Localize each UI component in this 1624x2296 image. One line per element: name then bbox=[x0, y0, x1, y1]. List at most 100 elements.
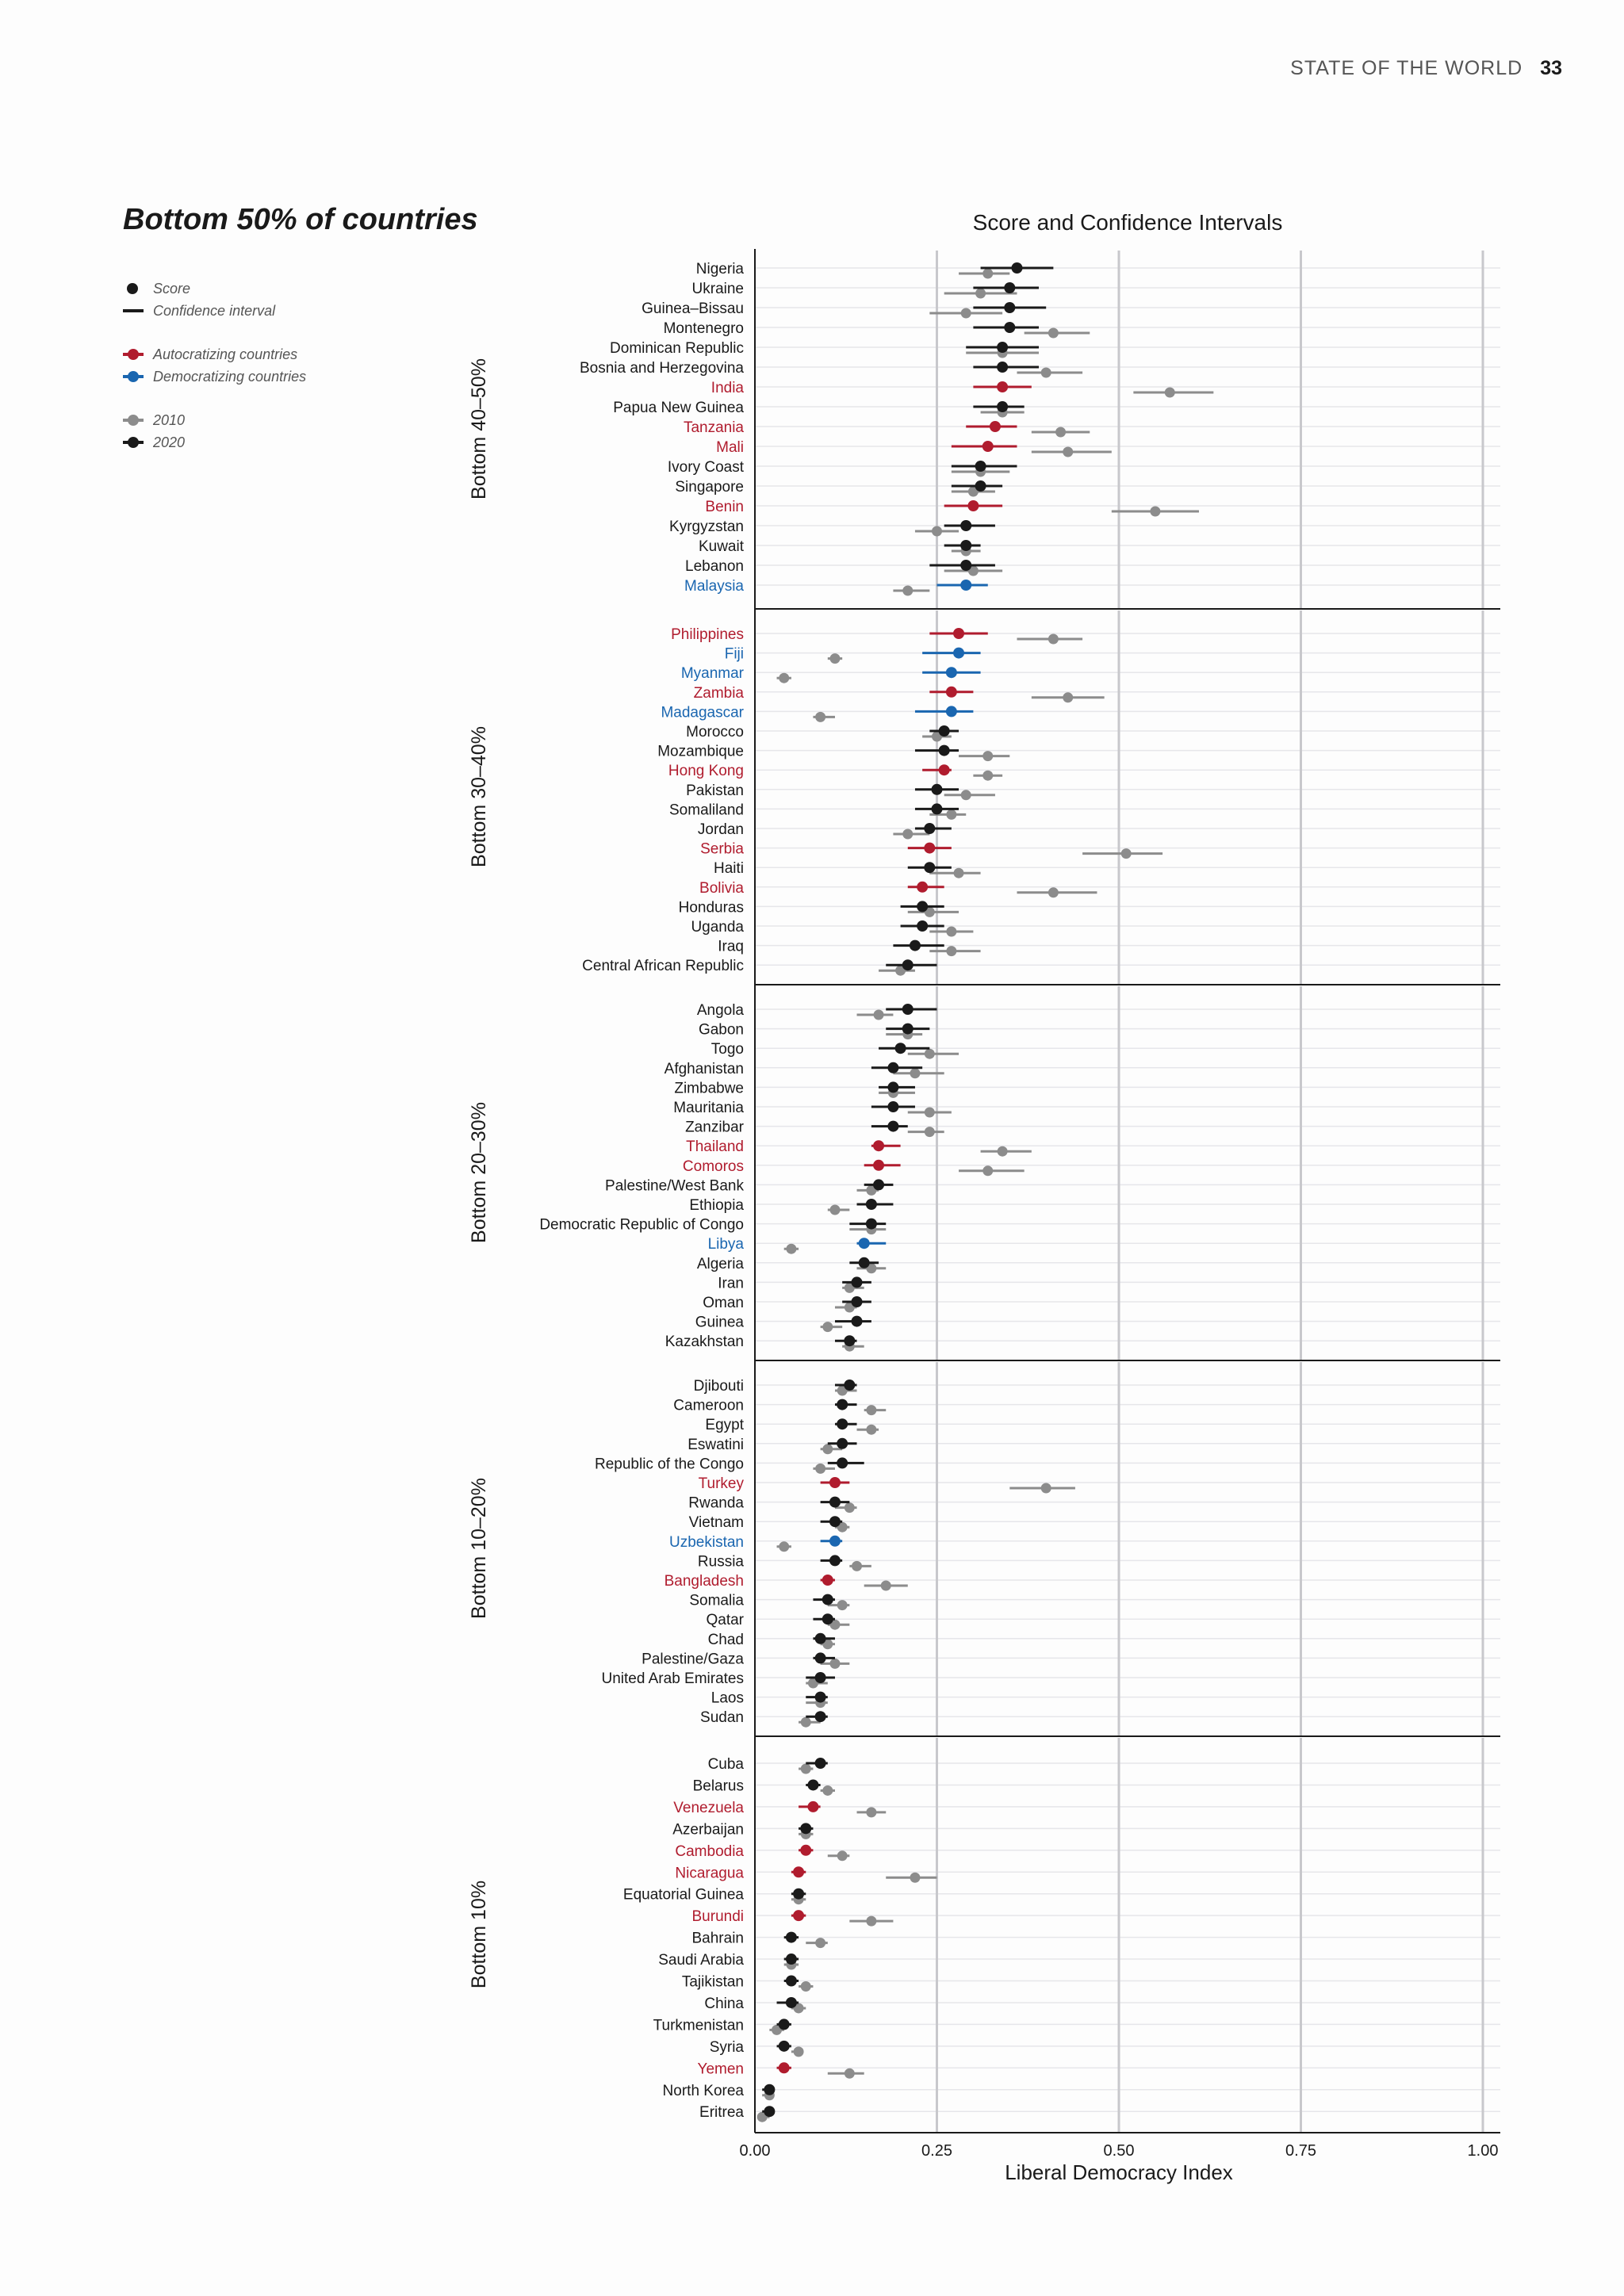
country-label: Turkmenistan bbox=[653, 2017, 744, 2034]
point-2010 bbox=[815, 711, 826, 722]
country-label: Azerbaijan bbox=[672, 1821, 744, 1838]
point-2010 bbox=[822, 1444, 833, 1455]
country-label: United Arab Emirates bbox=[601, 1670, 744, 1687]
point-2010 bbox=[1055, 427, 1067, 438]
country-label: Mauritania bbox=[673, 1100, 744, 1116]
country-label: Oman bbox=[703, 1295, 744, 1311]
point-2010 bbox=[1048, 327, 1059, 339]
point-2020 bbox=[902, 1004, 914, 1015]
country-label: Uganda bbox=[691, 919, 744, 936]
country-label: Syria bbox=[710, 2039, 745, 2056]
point-2010 bbox=[844, 1282, 855, 1293]
country-label: Yemen bbox=[698, 2061, 744, 2077]
point-2020 bbox=[938, 725, 950, 737]
point-2020 bbox=[873, 1159, 885, 1171]
point-2010 bbox=[932, 526, 942, 537]
country-label: Angola bbox=[697, 1002, 745, 1019]
point-2020 bbox=[814, 1691, 826, 1703]
country-label: Gabon bbox=[699, 1022, 744, 1039]
point-2010 bbox=[924, 906, 935, 917]
country-label: Uzbekistan bbox=[669, 1534, 744, 1551]
point-2010 bbox=[866, 1424, 877, 1435]
country-label: Turkey bbox=[699, 1475, 745, 1492]
point-2020 bbox=[1004, 282, 1016, 293]
legend-label-score: Score bbox=[153, 281, 191, 297]
point-2020 bbox=[938, 764, 950, 776]
point-2020 bbox=[829, 1555, 841, 1567]
point-2010 bbox=[1040, 367, 1051, 378]
point-2020 bbox=[997, 381, 1009, 392]
country-label: Rwanda bbox=[688, 1495, 744, 1512]
country-label: Laos bbox=[711, 1690, 744, 1707]
autocratizing-marker-icon bbox=[123, 349, 144, 360]
point-2010 bbox=[982, 751, 994, 762]
country-label: Democratic Republic of Congo bbox=[539, 1217, 744, 1234]
point-2020 bbox=[778, 2062, 790, 2074]
point-2020 bbox=[829, 1516, 841, 1528]
country-label: North Korea bbox=[663, 2083, 745, 2099]
country-label: Montenegro bbox=[664, 320, 744, 337]
point-2010 bbox=[829, 1619, 841, 1630]
point-2010 bbox=[822, 1639, 833, 1650]
x-tick-label: 0.00 bbox=[740, 2142, 771, 2160]
marker-2020-icon bbox=[123, 437, 144, 448]
point-2010 bbox=[793, 2003, 804, 2014]
country-label: Nicaragua bbox=[675, 1865, 744, 1881]
point-2010 bbox=[866, 1263, 877, 1274]
point-2020 bbox=[785, 1931, 797, 1943]
point-2010 bbox=[960, 790, 971, 801]
point-2010 bbox=[982, 770, 994, 781]
point-2010 bbox=[982, 268, 994, 279]
point-2020 bbox=[764, 2106, 776, 2118]
point-2020 bbox=[997, 342, 1009, 353]
country-label: Russia bbox=[698, 1553, 745, 1570]
country-label: Benin bbox=[705, 499, 744, 515]
point-2020 bbox=[938, 744, 950, 756]
point-2010 bbox=[772, 2024, 783, 2035]
point-2010 bbox=[873, 1009, 884, 1020]
point-2020 bbox=[997, 362, 1009, 373]
point-2020 bbox=[764, 2084, 776, 2095]
x-tick-label: 0.25 bbox=[921, 2142, 952, 2160]
point-2020 bbox=[858, 1257, 870, 1269]
point-2020 bbox=[793, 1888, 805, 1900]
country-label: Eritrea bbox=[699, 2104, 744, 2121]
panel-label: Bottom 10% bbox=[468, 1881, 490, 1988]
country-label: Fiji bbox=[725, 646, 744, 663]
point-2010 bbox=[815, 1938, 826, 1949]
point-2020 bbox=[778, 2040, 790, 2052]
country-label: Egypt bbox=[705, 1417, 744, 1433]
x-axis-title: Liberal Democracy Index bbox=[1005, 2160, 1233, 2184]
point-2020 bbox=[924, 862, 936, 874]
point-2020 bbox=[917, 901, 929, 913]
country-label: Algeria bbox=[697, 1256, 745, 1272]
point-2020 bbox=[909, 939, 921, 951]
point-2010 bbox=[910, 1068, 921, 1079]
point-2010 bbox=[800, 1763, 811, 1774]
page-number: 33 bbox=[1540, 57, 1562, 79]
country-label: Singapore bbox=[675, 479, 744, 496]
running-header: STATE OF THE WORLD 33 bbox=[1290, 57, 1562, 80]
point-2020 bbox=[851, 1296, 863, 1307]
country-label: Hong Kong bbox=[668, 763, 744, 779]
point-2010 bbox=[1063, 446, 1074, 457]
point-2020 bbox=[844, 1380, 856, 1391]
country-label: Mozambique bbox=[657, 744, 744, 760]
legend-label-2010: 2010 bbox=[153, 412, 186, 428]
country-label: Zambia bbox=[694, 685, 745, 702]
point-2010 bbox=[997, 1146, 1008, 1157]
point-2020 bbox=[975, 480, 986, 492]
point-2010 bbox=[924, 1107, 935, 1118]
point-2020 bbox=[837, 1437, 848, 1449]
point-2010 bbox=[779, 672, 790, 683]
point-2010 bbox=[880, 1580, 891, 1591]
point-2020 bbox=[814, 1652, 826, 1664]
point-2020 bbox=[953, 647, 965, 659]
country-label: Malaysia bbox=[684, 578, 744, 595]
point-2020 bbox=[924, 823, 936, 834]
point-2020 bbox=[851, 1276, 863, 1288]
point-2010 bbox=[1150, 506, 1161, 517]
country-label: Equatorial Guinea bbox=[623, 1887, 745, 1904]
country-label: India bbox=[711, 380, 745, 396]
point-2010 bbox=[866, 1405, 877, 1416]
